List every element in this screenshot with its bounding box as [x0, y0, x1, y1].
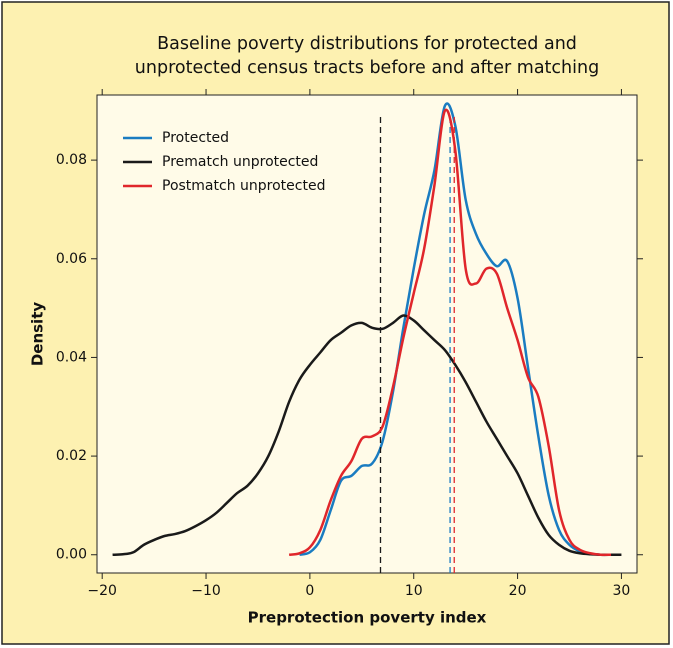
y-axis-label: Density [29, 302, 47, 367]
legend-label: Protected [162, 130, 229, 146]
series-line [112, 314, 622, 557]
x-tick-label: 0 [305, 583, 314, 599]
y-tick-label: 0.00 [56, 547, 87, 563]
y-tick-label: 0.06 [56, 251, 87, 267]
x-tick-label: 10 [405, 583, 423, 599]
y-tick-label: 0.04 [56, 349, 87, 365]
y-tick-label: 0.02 [56, 448, 87, 464]
y-tick-label: 0.08 [56, 152, 87, 168]
x-tick-label: 30 [613, 583, 631, 599]
series-line [299, 102, 612, 557]
x-axis-label: Preprotection poverty index [248, 609, 487, 627]
chart-title: Baseline poverty distributions for prote… [157, 34, 577, 54]
legend-label: Postmatch unprotected [162, 178, 325, 194]
x-tick-label: −20 [87, 583, 117, 599]
chart-title: unprotected census tracts before and aft… [135, 58, 599, 78]
x-tick-label: 20 [509, 583, 527, 599]
x-tick-label: −10 [191, 583, 221, 599]
series-line [288, 108, 612, 557]
legend-label: Prematch unprotected [162, 154, 318, 170]
